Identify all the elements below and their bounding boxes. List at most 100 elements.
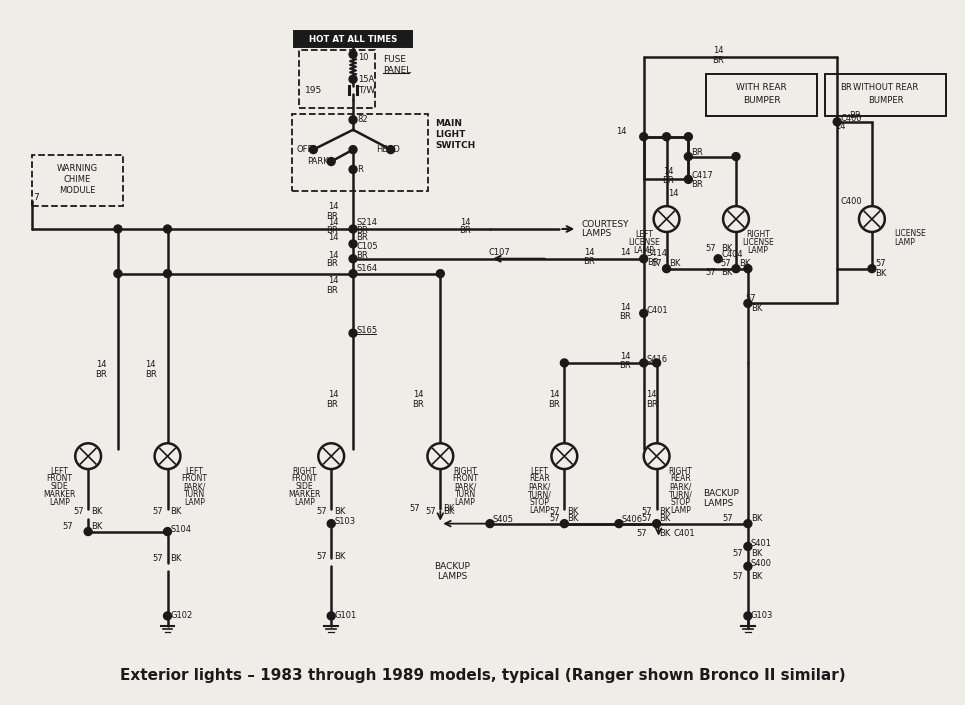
Circle shape bbox=[652, 520, 661, 527]
Circle shape bbox=[653, 206, 679, 232]
Text: 14: 14 bbox=[146, 360, 156, 369]
Text: 57: 57 bbox=[721, 259, 731, 268]
Text: S406: S406 bbox=[621, 515, 643, 525]
Text: RIGHT: RIGHT bbox=[746, 231, 770, 240]
Circle shape bbox=[652, 359, 661, 367]
Text: LAMP: LAMP bbox=[455, 498, 476, 508]
Text: BUMPER: BUMPER bbox=[868, 95, 903, 104]
Text: 14: 14 bbox=[328, 390, 338, 399]
Text: 57: 57 bbox=[875, 259, 886, 268]
Text: C400: C400 bbox=[841, 197, 862, 206]
Circle shape bbox=[349, 50, 357, 59]
Text: 14: 14 bbox=[549, 390, 560, 399]
Text: BR: BR bbox=[691, 180, 703, 189]
Text: 57: 57 bbox=[704, 245, 715, 253]
Text: S401: S401 bbox=[751, 539, 772, 548]
Text: S103: S103 bbox=[334, 517, 355, 526]
Text: 57: 57 bbox=[746, 294, 757, 303]
Text: BR: BR bbox=[326, 259, 338, 268]
Text: BK: BK bbox=[751, 572, 762, 581]
Text: BK: BK bbox=[721, 268, 732, 277]
Text: BR: BR bbox=[356, 233, 368, 243]
FancyBboxPatch shape bbox=[299, 50, 374, 108]
Text: 14: 14 bbox=[620, 303, 631, 312]
Text: S400: S400 bbox=[751, 559, 772, 568]
Text: 57: 57 bbox=[426, 507, 436, 516]
Text: BR: BR bbox=[412, 400, 424, 409]
Text: 14: 14 bbox=[460, 218, 470, 226]
Circle shape bbox=[714, 255, 722, 263]
Text: TURN/: TURN/ bbox=[669, 491, 692, 499]
Text: R: R bbox=[357, 165, 363, 174]
Circle shape bbox=[163, 612, 172, 620]
Text: 57: 57 bbox=[651, 259, 662, 268]
Text: LAMP: LAMP bbox=[184, 498, 205, 508]
Circle shape bbox=[640, 133, 648, 141]
Text: RIGHT: RIGHT bbox=[454, 467, 477, 476]
Text: BR: BR bbox=[326, 286, 338, 295]
Circle shape bbox=[349, 329, 357, 337]
Text: 14: 14 bbox=[328, 202, 338, 211]
Circle shape bbox=[349, 269, 357, 278]
Circle shape bbox=[615, 520, 622, 527]
Text: STOP: STOP bbox=[671, 498, 690, 508]
Text: BR: BR bbox=[356, 251, 368, 260]
Circle shape bbox=[859, 206, 885, 232]
Text: PARK/: PARK/ bbox=[670, 482, 692, 491]
Circle shape bbox=[318, 443, 345, 469]
Circle shape bbox=[349, 240, 357, 248]
Text: S104: S104 bbox=[171, 525, 191, 534]
Text: 14: 14 bbox=[328, 233, 338, 243]
FancyBboxPatch shape bbox=[291, 114, 428, 191]
Circle shape bbox=[349, 75, 357, 83]
Text: BR: BR bbox=[620, 362, 631, 370]
Text: 57: 57 bbox=[732, 572, 743, 581]
Text: BR: BR bbox=[841, 82, 852, 92]
Text: WITHOUT REAR: WITHOUT REAR bbox=[853, 82, 919, 92]
Circle shape bbox=[663, 264, 671, 273]
Text: BR: BR bbox=[145, 370, 156, 379]
Circle shape bbox=[644, 443, 670, 469]
Text: 57: 57 bbox=[316, 552, 326, 561]
Text: 57: 57 bbox=[152, 507, 163, 516]
Text: BR: BR bbox=[326, 226, 338, 235]
Circle shape bbox=[723, 206, 749, 232]
FancyBboxPatch shape bbox=[706, 74, 817, 116]
Text: BR: BR bbox=[326, 400, 338, 409]
Text: 57: 57 bbox=[549, 507, 560, 516]
Text: LAMPS: LAMPS bbox=[703, 499, 733, 508]
Circle shape bbox=[349, 146, 357, 154]
FancyBboxPatch shape bbox=[825, 74, 947, 116]
Text: BK: BK bbox=[660, 529, 671, 538]
Text: BK: BK bbox=[91, 522, 102, 531]
Text: 14: 14 bbox=[328, 218, 338, 226]
Text: 14: 14 bbox=[584, 248, 594, 257]
Text: 57: 57 bbox=[642, 514, 652, 523]
Text: BR: BR bbox=[662, 176, 674, 185]
Text: 57: 57 bbox=[152, 554, 163, 563]
Circle shape bbox=[327, 612, 335, 620]
Text: BK: BK bbox=[670, 259, 681, 268]
Text: STOP: STOP bbox=[530, 498, 549, 508]
Text: BR: BR bbox=[96, 370, 107, 379]
Circle shape bbox=[75, 443, 101, 469]
Text: T/W: T/W bbox=[358, 85, 375, 94]
Text: WARNING: WARNING bbox=[57, 164, 97, 173]
Text: FRONT: FRONT bbox=[453, 474, 478, 484]
Text: BK: BK bbox=[91, 507, 102, 516]
Text: LICENSE: LICENSE bbox=[895, 229, 926, 238]
Text: OFF: OFF bbox=[296, 145, 313, 154]
Text: 57: 57 bbox=[63, 522, 73, 531]
Circle shape bbox=[310, 146, 317, 154]
Text: G103: G103 bbox=[751, 611, 773, 620]
Text: LEFT: LEFT bbox=[635, 231, 652, 240]
Circle shape bbox=[327, 157, 335, 166]
Text: 57: 57 bbox=[704, 268, 715, 277]
Text: 14: 14 bbox=[835, 122, 845, 131]
Text: BK: BK bbox=[567, 507, 579, 516]
Text: PANEL: PANEL bbox=[383, 66, 411, 75]
Text: BR: BR bbox=[647, 258, 658, 267]
Text: S405: S405 bbox=[493, 515, 514, 525]
Text: TURN: TURN bbox=[455, 491, 476, 499]
Circle shape bbox=[833, 118, 841, 125]
